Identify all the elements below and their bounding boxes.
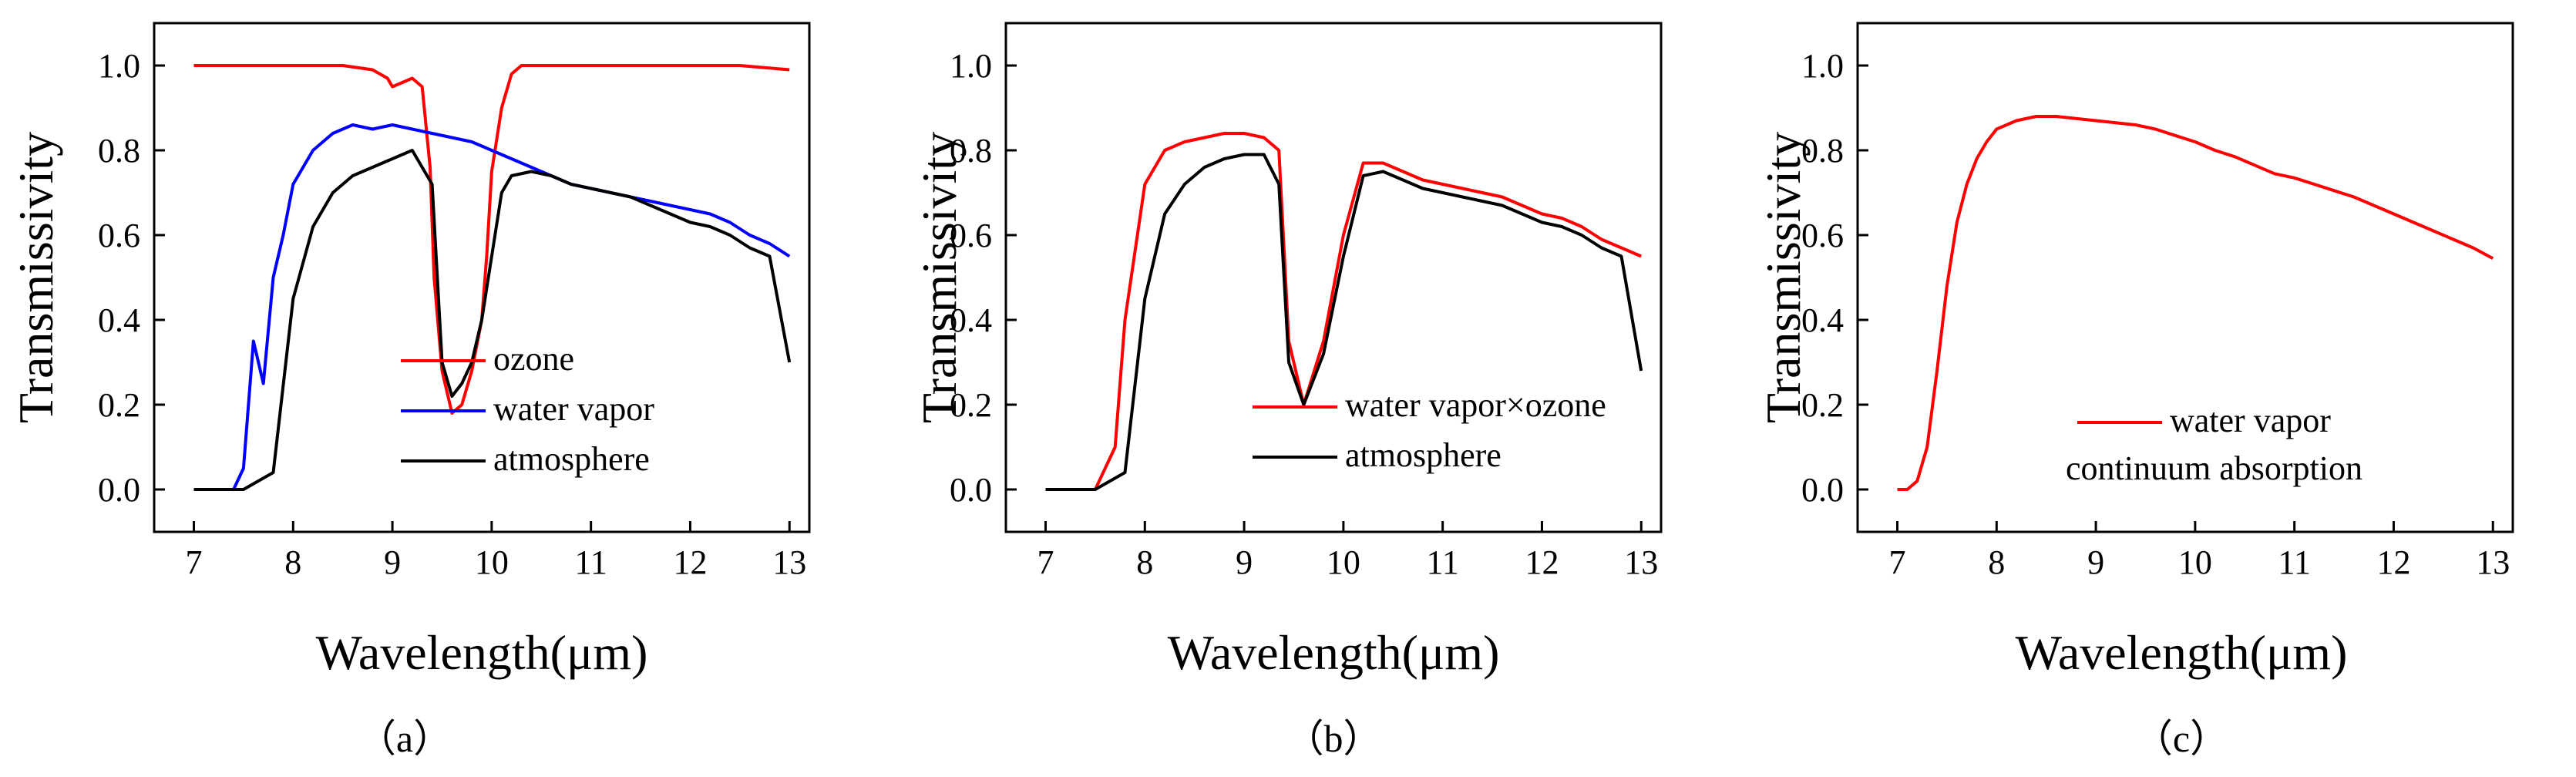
legend-label: atmosphere bbox=[1345, 436, 1502, 474]
x-axis-title: Wavelength(μm) bbox=[2016, 625, 2348, 680]
series-line-water-vapor-ozone bbox=[1045, 132, 1642, 491]
legend-label: ozone bbox=[493, 340, 574, 378]
y-tick-label: 0.2 bbox=[98, 386, 140, 424]
series-line-water-vapor-continuum-absorption bbox=[1897, 115, 2494, 491]
plot-frame bbox=[153, 22, 811, 533]
y-tick-label: 0.4 bbox=[98, 301, 140, 339]
x-tick-label: 10 bbox=[1327, 543, 1360, 581]
x-tick-label: 12 bbox=[2376, 543, 2410, 581]
legend-label: continuum absorption bbox=[2066, 449, 2362, 487]
x-tick-label: 11 bbox=[1426, 543, 1458, 581]
x-tick-label: 10 bbox=[475, 543, 509, 581]
x-tick-label: 9 bbox=[384, 543, 401, 581]
x-tick-label: 7 bbox=[1889, 543, 1906, 581]
y-tick-label: 0.0 bbox=[950, 471, 992, 509]
y-tick-label: 0.2 bbox=[1801, 386, 1844, 424]
series-line-ozone bbox=[193, 64, 790, 415]
x-tick-label: 10 bbox=[2178, 543, 2212, 581]
y-tick-label: 1.0 bbox=[1801, 47, 1844, 85]
x-tick-label: 12 bbox=[1525, 543, 1559, 581]
panel-c: 7 8 9 10 11 12 13 0.0 0.2 0.4 0.6 0.8 1.0 water vapo… bbox=[1756, 22, 2514, 760]
legend-label: water vapor bbox=[493, 390, 654, 428]
panel-caption: （c） bbox=[2134, 717, 2228, 760]
legend-label: water vapor×ozone bbox=[1345, 386, 1606, 424]
y-tick-label: 1.0 bbox=[98, 47, 140, 85]
y-tick-label: 1.0 bbox=[950, 47, 992, 85]
x-tick-label: 11 bbox=[2278, 543, 2310, 581]
y-tick-label: 0.8 bbox=[1801, 132, 1844, 170]
y-tick-label: 0.6 bbox=[950, 217, 992, 254]
y-tick-label: 0.0 bbox=[98, 471, 140, 509]
x-tick-label: 13 bbox=[772, 543, 806, 581]
y-tick-label: 0.0 bbox=[1801, 471, 1844, 509]
x-tick-label: 13 bbox=[1624, 543, 1658, 581]
x-axis-title: Wavelength(μm) bbox=[1168, 625, 1500, 680]
y-tick-label: 0.2 bbox=[950, 386, 992, 424]
y-tick-label: 0.6 bbox=[98, 217, 140, 254]
legend-label: atmosphere bbox=[493, 440, 650, 478]
plot-frame bbox=[1856, 22, 2514, 533]
x-tick-label: 8 bbox=[1136, 543, 1153, 581]
legend-label: water vapor bbox=[2170, 402, 2331, 439]
y-tick-label: 0.8 bbox=[98, 132, 140, 170]
y-tick-label: 0.4 bbox=[950, 301, 992, 339]
x-tick-label: 8 bbox=[1988, 543, 2005, 581]
x-tick-label: 9 bbox=[2087, 543, 2104, 581]
x-tick-label: 12 bbox=[673, 543, 707, 581]
x-tick-label: 7 bbox=[186, 543, 203, 581]
x-tick-label: 9 bbox=[1236, 543, 1253, 581]
panel-caption: （b） bbox=[1286, 717, 1382, 760]
panel-b: 7 8 9 10 11 12 13 0.0 0.2 0.4 0.6 0.8 1.0 water vapo… bbox=[912, 22, 1663, 760]
y-axis-title: Transmissivity bbox=[1756, 132, 1811, 423]
panel-caption: （a） bbox=[358, 717, 452, 760]
x-tick-label: 13 bbox=[2476, 543, 2510, 581]
y-tick-label: 0.8 bbox=[950, 132, 992, 170]
x-tick-label: 8 bbox=[284, 543, 301, 581]
panel-a: 7 8 9 10 11 12 13 0.0 0.2 0.4 0.6 0.8 1.0 ozone water… bbox=[8, 22, 811, 760]
y-tick-label: 0.6 bbox=[1801, 217, 1844, 254]
x-tick-label: 11 bbox=[574, 543, 607, 581]
plot-frame bbox=[1004, 22, 1663, 533]
series-line-atmosphere bbox=[1045, 153, 1643, 491]
x-tick-label: 7 bbox=[1037, 543, 1054, 581]
series-line-atmosphere bbox=[193, 149, 792, 491]
y-tick-label: 0.4 bbox=[1801, 301, 1844, 339]
series-line-water-vapor bbox=[193, 123, 791, 491]
x-axis-title: Wavelength(μm) bbox=[316, 625, 648, 680]
y-axis-title: Transmissivity bbox=[8, 132, 63, 423]
y-axis-title: Transmissivity bbox=[912, 132, 967, 423]
